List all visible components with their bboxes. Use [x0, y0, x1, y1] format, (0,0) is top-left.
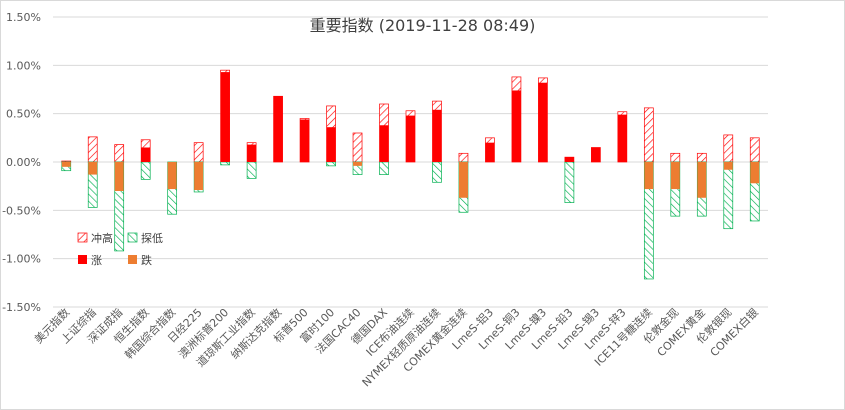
fall-bar — [88, 162, 98, 175]
fall-bar — [644, 162, 654, 190]
y-tick-label: -1.50% — [2, 301, 41, 314]
fall-bar — [670, 162, 680, 190]
high-bar — [723, 134, 734, 163]
rise-bar — [538, 82, 548, 162]
y-tick-label: 1.00% — [6, 59, 41, 72]
legend-swatch — [127, 232, 138, 243]
fall-bar — [458, 162, 468, 198]
low-bar — [140, 161, 151, 180]
fall-bar — [167, 162, 177, 190]
rise-bar — [300, 119, 310, 162]
legend-swatch — [78, 255, 87, 264]
rise-bar — [273, 96, 283, 162]
rise-bar — [485, 142, 495, 162]
rise-bar — [247, 144, 257, 162]
bars — [61, 69, 760, 280]
rise-bar — [617, 114, 627, 162]
low-bar — [246, 161, 257, 179]
fall-bar — [114, 162, 124, 191]
high-bar — [114, 144, 125, 163]
legend-swatch — [77, 232, 88, 243]
y-axis-tick-labels: 1.50% 1.00% 0.50% 0.00% -0.50% -1.00% -1.50% — [2, 11, 41, 314]
rise-bar — [511, 90, 521, 162]
fall-bar — [697, 162, 707, 198]
legend-label: 探低 — [141, 232, 163, 245]
fall-bar — [723, 162, 733, 170]
high-bar — [352, 132, 363, 163]
rise-bar — [432, 109, 442, 162]
y-tick-label: 0.50% — [6, 108, 41, 121]
fall-bar — [194, 162, 204, 191]
y-tick-label: -1.00% — [2, 253, 41, 266]
low-bar — [220, 161, 230, 166]
rise-bar — [141, 147, 151, 162]
rise-bar — [591, 147, 601, 162]
chart-title: 重要指数 (2019-11-28 08:49) — [309, 16, 536, 35]
legend-label: 冲高 — [91, 231, 113, 245]
rise-bar — [406, 115, 415, 162]
high-bar — [458, 152, 469, 163]
y-tick-label: -0.50% — [2, 204, 41, 217]
low-bar — [379, 161, 389, 175]
fall-bar — [353, 162, 363, 166]
high-bar — [643, 107, 654, 163]
high-bar — [696, 152, 707, 163]
legend-swatch — [128, 255, 137, 264]
low-bar — [432, 161, 442, 183]
x-axis-tick-labels: 美元指数上证综指深证成指恒生指数韩国综合指数日经225澳洲标普200道琼斯工业指… — [31, 305, 761, 389]
rise-bar — [326, 127, 336, 162]
low-bar — [564, 161, 575, 203]
fall-bar — [61, 162, 71, 167]
low-bar — [326, 161, 336, 167]
rise-bar — [564, 157, 574, 162]
legend-label: 涨 — [91, 254, 102, 267]
legend-label: 跌 — [141, 253, 152, 267]
y-tick-label: 0.00% — [6, 156, 41, 169]
high-bar — [749, 137, 760, 163]
high-bar — [193, 142, 204, 163]
legend: 冲高 探低涨 跌 — [77, 231, 163, 267]
rise-bar — [379, 125, 389, 162]
low-bar — [723, 161, 734, 230]
high-bar — [670, 152, 681, 163]
high-bar — [87, 136, 98, 163]
y-tick-label: 1.50% — [6, 11, 41, 24]
rise-bar — [220, 72, 230, 162]
fall-bar — [750, 162, 760, 184]
